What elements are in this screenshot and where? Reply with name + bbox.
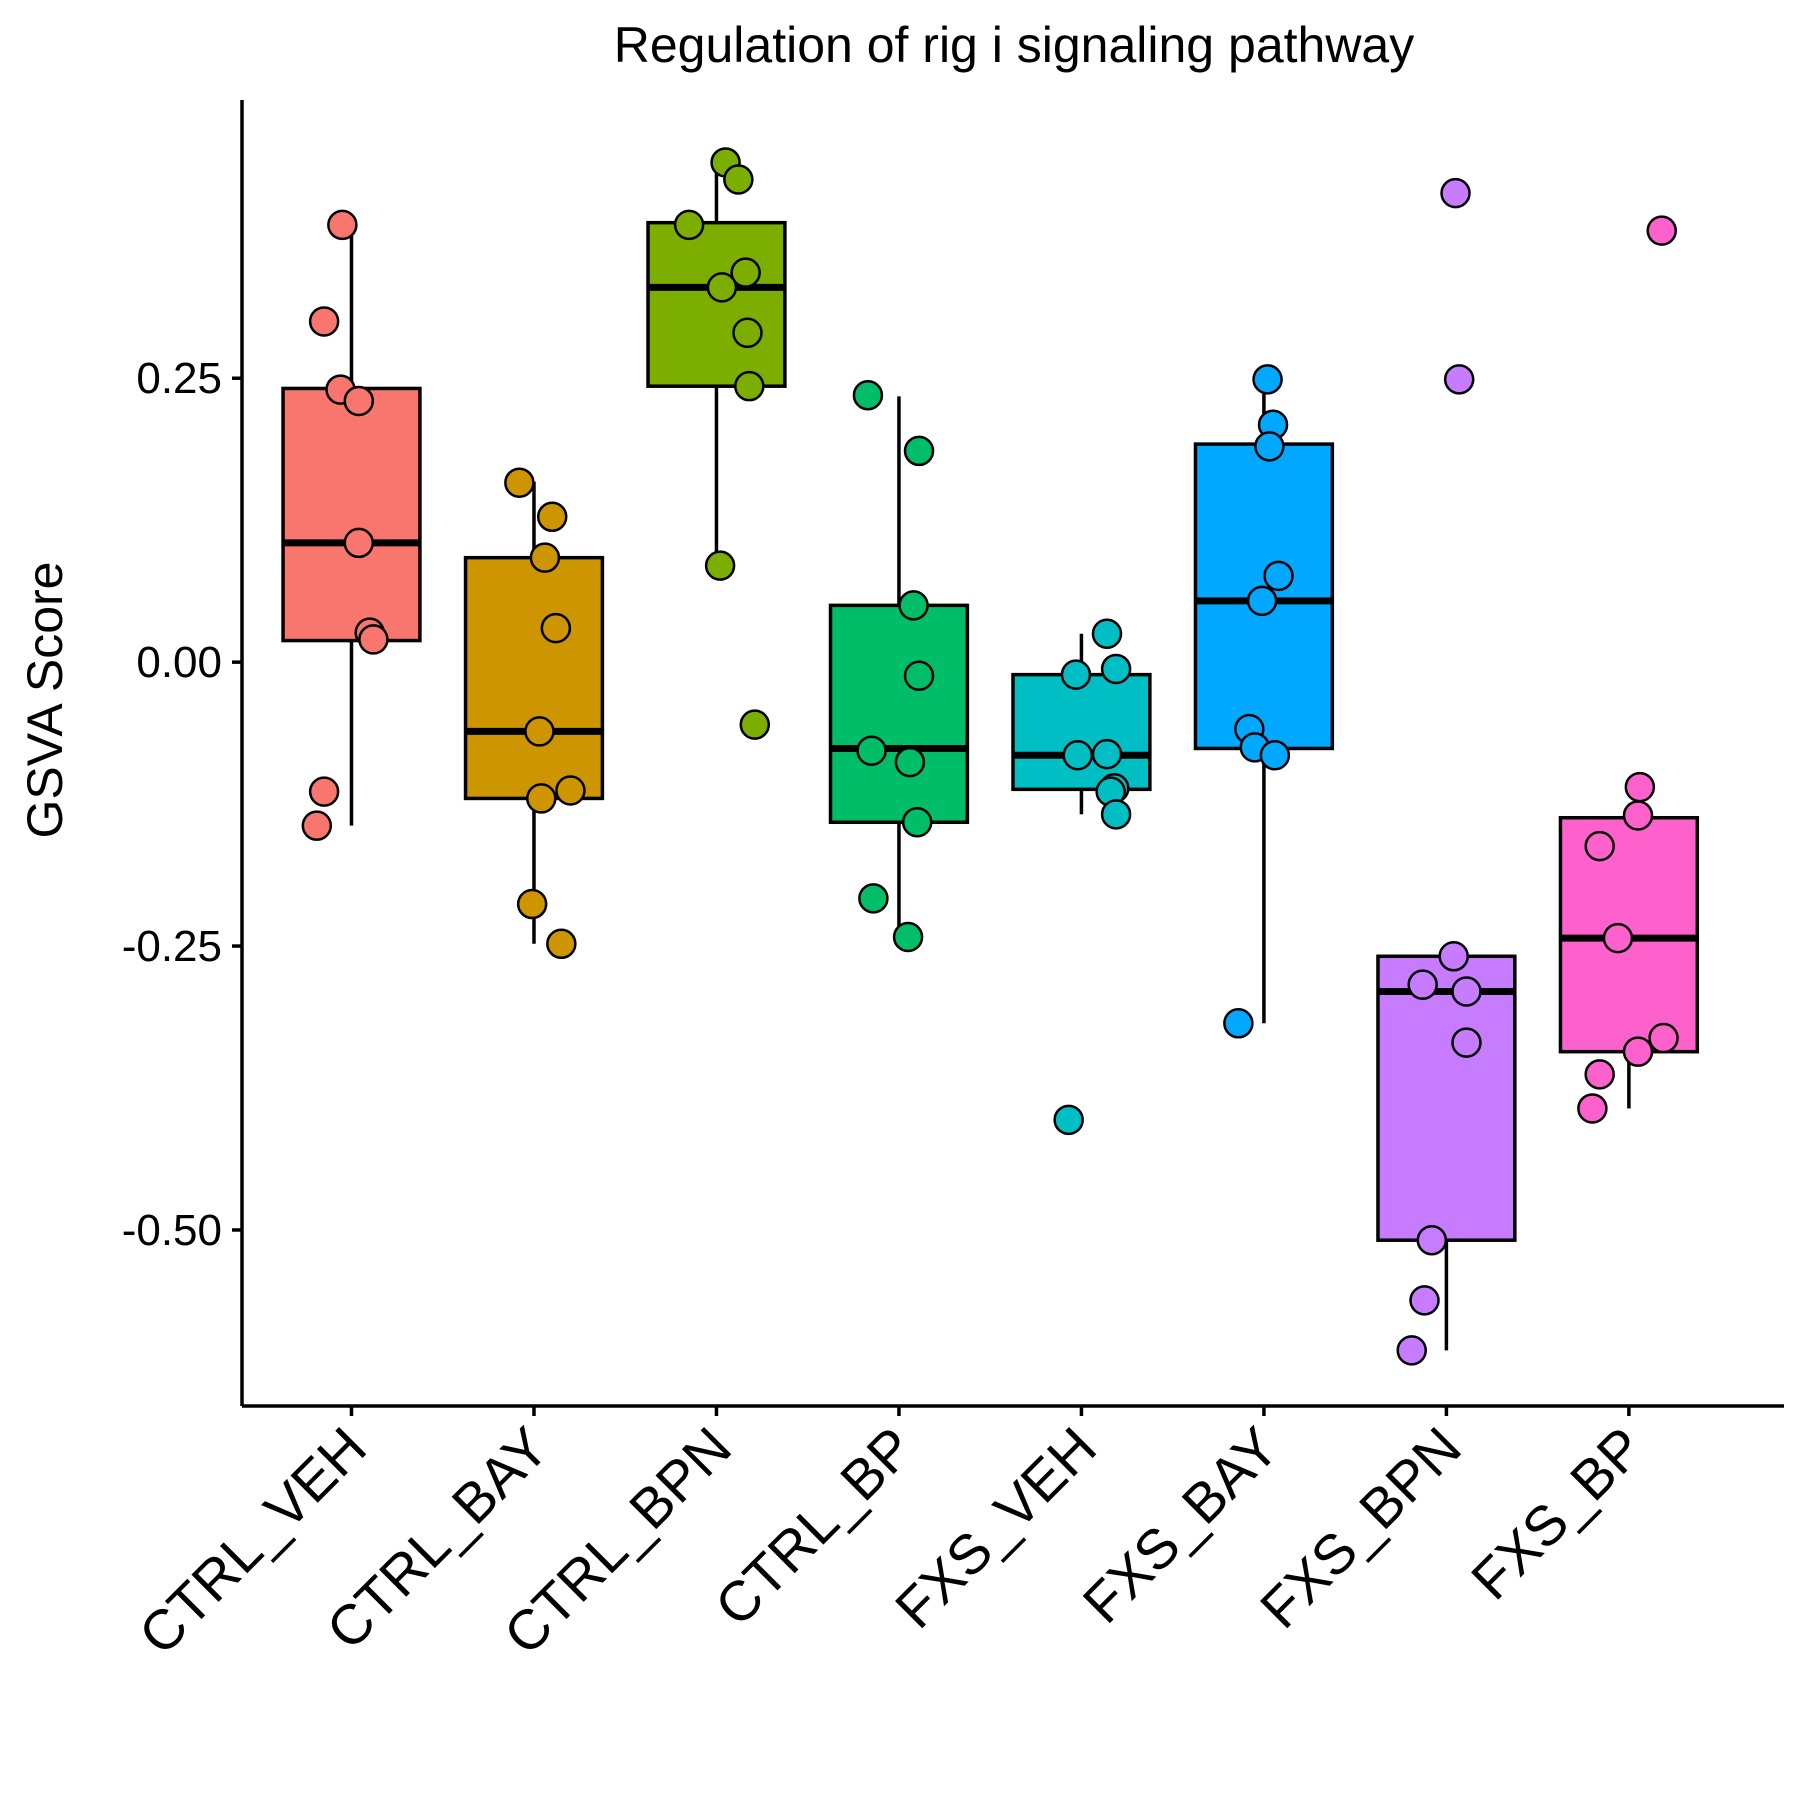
data-point <box>343 385 375 417</box>
data-point <box>1060 659 1092 690</box>
data-point <box>1584 1059 1615 1090</box>
y-axis-label: GSVA Score <box>17 562 73 839</box>
data-point <box>343 527 375 559</box>
plot-area <box>281 147 1700 1366</box>
data-point <box>1451 976 1482 1007</box>
data-point <box>704 550 736 581</box>
data-point <box>1407 969 1438 1000</box>
data-point <box>898 590 929 621</box>
box <box>463 555 605 801</box>
x-axis: CTRL_VEHCTRL_BAYCTRL_BPNCTRL_BPFXS_VEHFX… <box>127 1406 1655 1666</box>
box <box>828 603 970 825</box>
data-point <box>894 746 926 778</box>
data-point <box>1602 922 1634 954</box>
chart-title: Regulation of rig i signaling pathway <box>614 17 1415 73</box>
data-point <box>536 501 568 533</box>
data-point <box>903 435 935 467</box>
data-point <box>1062 740 1094 771</box>
data-point <box>1053 1104 1084 1136</box>
data-point <box>903 660 935 692</box>
y-tick-label: 0.25 <box>136 354 222 403</box>
data-point <box>555 775 586 806</box>
data-point <box>358 624 389 655</box>
box <box>1011 672 1152 792</box>
data-point <box>1100 799 1132 830</box>
data-point <box>1622 1036 1654 1067</box>
data-point <box>901 807 933 838</box>
data-point <box>1259 740 1291 771</box>
data-point <box>1254 431 1285 462</box>
box <box>1376 954 1517 1242</box>
x-tick-label: FXS_BPN <box>1248 1415 1473 1640</box>
data-point <box>1438 941 1469 972</box>
data-point <box>1396 1335 1427 1366</box>
data-point <box>1443 364 1475 395</box>
x-tick-label: FXS_BP <box>1459 1415 1655 1611</box>
data-point <box>529 542 561 573</box>
y-axis: 0.25 0.00 -0.25 -0.50 <box>122 354 242 1255</box>
data-point <box>516 888 548 920</box>
data-point <box>673 209 705 241</box>
data-point <box>546 928 577 960</box>
data-point <box>1246 585 1278 617</box>
y-tick-label: -0.25 <box>122 922 222 971</box>
data-point <box>706 272 738 303</box>
y-tick-label: -0.50 <box>122 1206 222 1255</box>
data-point <box>732 317 763 349</box>
data-point <box>308 776 340 807</box>
data-point <box>1100 653 1132 685</box>
data-point <box>301 810 333 841</box>
data-point <box>1091 618 1123 650</box>
data-point <box>1648 1022 1679 1054</box>
data-point <box>1091 738 1123 770</box>
data-point <box>1416 1224 1448 1256</box>
data-point <box>734 370 765 402</box>
data-point <box>723 164 754 195</box>
box <box>281 386 422 643</box>
data-point <box>858 883 889 914</box>
data-point <box>1252 364 1283 395</box>
data-point <box>856 735 887 766</box>
data-point <box>1223 1008 1254 1039</box>
data-point <box>524 716 555 747</box>
data-point <box>1451 1027 1482 1058</box>
data-point <box>1584 830 1615 862</box>
data-point <box>1622 800 1654 831</box>
data-point <box>308 306 340 337</box>
data-point <box>739 709 771 740</box>
y-tick-label: 0.00 <box>136 638 222 687</box>
data-point <box>1624 771 1656 803</box>
data-point <box>1263 560 1294 592</box>
data-point <box>1577 1093 1608 1124</box>
data-point <box>526 783 557 814</box>
data-point <box>1440 177 1471 209</box>
data-point <box>1409 1285 1440 1316</box>
data-point <box>852 380 884 411</box>
box <box>646 220 787 388</box>
data-point <box>892 921 924 953</box>
data-point <box>540 612 572 644</box>
x-tick-label: FXS_VEH <box>883 1415 1108 1640</box>
data-point <box>730 257 761 288</box>
data-point <box>327 209 358 241</box>
data-point <box>504 467 535 498</box>
data-point <box>1646 215 1677 246</box>
